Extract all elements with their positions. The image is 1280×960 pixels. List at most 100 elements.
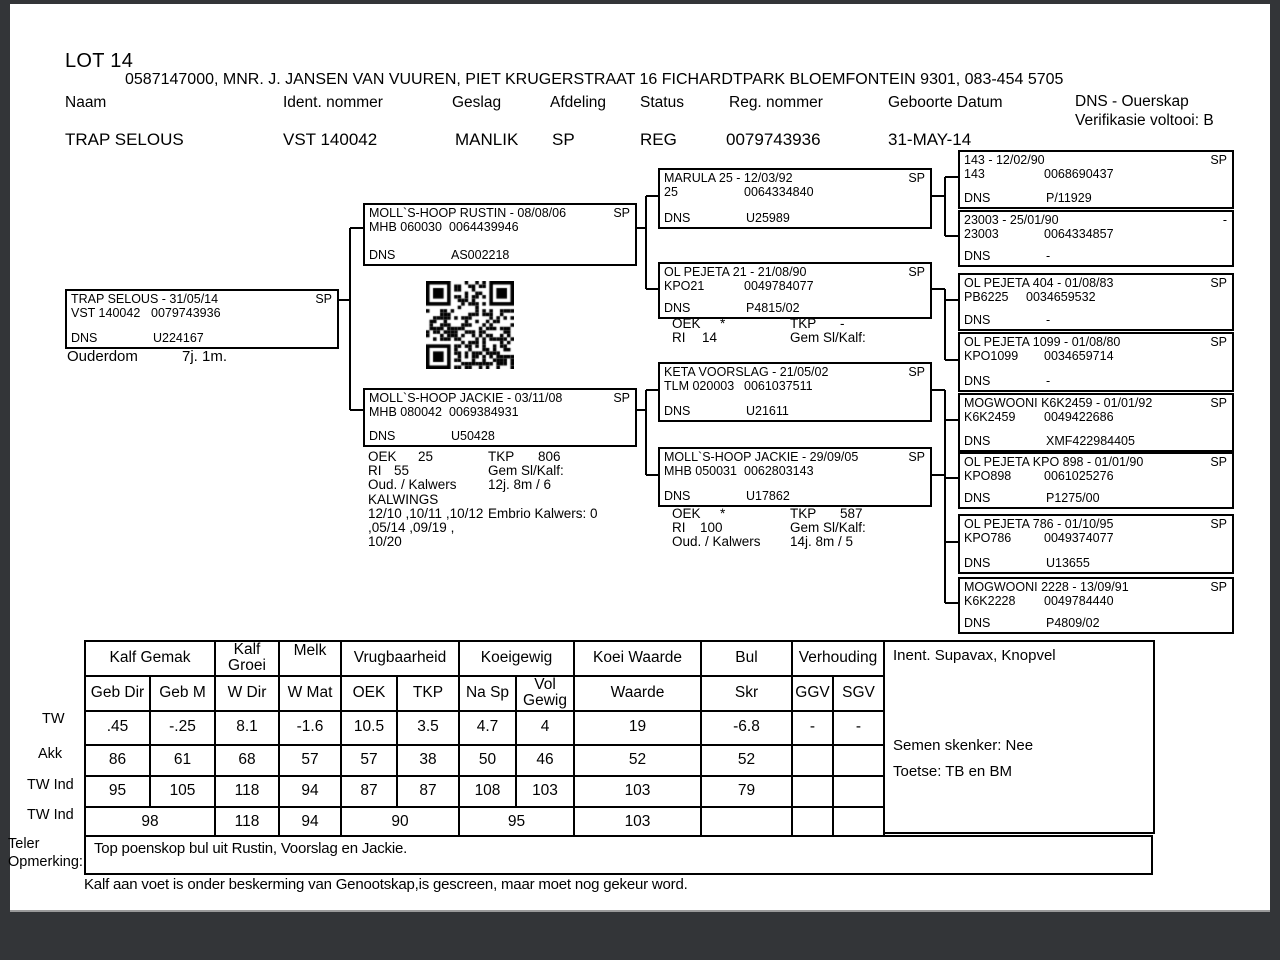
table-cell: 90: [340, 805, 460, 840]
inent-text: Inent. Supavax, Knopvel: [893, 647, 1056, 664]
pedigree-box-gen4-4: OL PEJETA 1099 - 01/08/80 SP KPO1099 003465…: [958, 332, 1234, 392]
geboorte-label: Geboorte Datum: [888, 94, 1003, 111]
table-cell: 105: [149, 774, 216, 808]
animal-reg: 0034659714: [1044, 349, 1114, 363]
embrio-kalwers: Embrio Kalwers: 0: [488, 506, 598, 521]
animal-status: REG: [640, 130, 677, 149]
animal-title: OL PEJETA KPO 898 - 01/01/90: [964, 455, 1144, 469]
column-header: OEK: [340, 674, 398, 712]
ouderdom-value: 7j. 1m.: [182, 348, 228, 365]
dns-label: DNS: [369, 248, 396, 262]
table-cell: 86: [84, 743, 151, 777]
table-cell: 95: [84, 774, 151, 808]
animal-ident: 143: [964, 167, 985, 181]
table-cell: 118: [214, 805, 280, 840]
animal-ident: KPO21: [664, 279, 705, 293]
animal-title: 143 - 12/02/90: [964, 153, 1045, 167]
column-header: SGV: [832, 674, 885, 712]
animal-reg: 0068690437: [1044, 167, 1114, 181]
gen3-dam-ri: RI 100: [672, 520, 723, 535]
animal-reg: 0061037511: [744, 379, 813, 393]
dns-value: U21611: [746, 404, 789, 418]
table-cell: 87: [340, 774, 398, 808]
table-cell: [832, 743, 885, 777]
table-cell: [791, 805, 834, 840]
dns-label: DNS: [664, 489, 691, 503]
pedigree-box-gen3-2: OL PEJETA 21 - 21/08/90 SP KPO21 0049784…: [658, 262, 932, 319]
table-cell: 87: [396, 774, 460, 808]
dns-label: DNS: [664, 404, 691, 418]
flag-badge: -: [1222, 213, 1227, 227]
remark-text: Top poenskop bul uit Rustin, Voorslag en…: [94, 840, 408, 857]
animal-ident: PB6225: [964, 290, 1009, 304]
animal-afdeling: SP: [552, 130, 575, 149]
table-cell: 68: [214, 743, 280, 777]
kalwings-line: 12/10 ,10/11 ,10/12: [368, 506, 484, 521]
table-cell: -: [832, 709, 885, 746]
flag-badge: SP: [613, 391, 630, 405]
column-header: Geb Dir: [84, 674, 151, 712]
pedigree-box-dam: MOLL`S-HOOP JACKIE - 03/11/08 SP MHB 080…: [363, 388, 637, 447]
animal-ident: KPO786: [964, 531, 1012, 545]
dns-value: U13655: [1046, 556, 1090, 570]
flag-badge: SP: [908, 171, 925, 185]
table-cell: 118: [214, 774, 280, 808]
row-label-tw: TW: [42, 711, 65, 727]
table-cell: 57: [278, 743, 342, 777]
table-cell: 94: [278, 805, 342, 840]
animal-ident: KPO1099: [964, 349, 1019, 363]
animal-reg: 0061025276: [1044, 469, 1114, 483]
animal-reg: 0049784077: [744, 279, 814, 293]
table-cell: [700, 805, 793, 840]
table-cell: 3.5: [396, 709, 460, 746]
pedigree-box-gen4-8: MOGWOONI 2228 - 13/09/91 SP K6K2228 0049784…: [958, 577, 1234, 634]
table-cell: 61: [149, 743, 216, 777]
table-group-header-row: Kalf Gemak Kalf Groei Melk Vrugbaarheid …: [84, 640, 885, 677]
table-cell: 10.5: [340, 709, 398, 746]
group-header: Koei Waarde: [573, 640, 702, 677]
group-header: Melk: [278, 640, 342, 677]
reg-label: Reg. nommer: [729, 94, 823, 111]
breeder-line: 0587147000, MNR. J. JANSEN VAN VUUREN, P…: [125, 71, 1064, 88]
column-header: Vol Gewig: [515, 674, 575, 712]
dns-value: XMF422984405: [1046, 434, 1135, 448]
table-cell: .45: [84, 709, 151, 746]
dns-label: DNS: [964, 434, 991, 448]
column-header: Waarde: [573, 674, 702, 712]
animal-ident: 25: [664, 185, 678, 199]
remark-box: Top poenskop bul uit Rustin, Voorslag en…: [84, 835, 1153, 875]
gen3-sire-ri: RI 14: [672, 330, 718, 345]
group-header: Kalf Groei: [214, 640, 280, 677]
table-cell: 94: [278, 774, 342, 808]
gen3-dam-gem-label: Gem Sl/Kalf:: [790, 520, 866, 535]
table-cell: -.25: [149, 709, 216, 746]
table-row-akk: 86 61 68 57 57 38 50 46 52 52: [84, 743, 885, 777]
naam-label: Naam: [65, 94, 107, 111]
flag-badge: SP: [1210, 455, 1227, 469]
column-header: Geb M: [149, 674, 216, 712]
gen3-dam-tkp: TKP 587: [790, 506, 863, 521]
flag-badge: SP: [1210, 335, 1227, 349]
animal-reg: 0034659532: [1026, 290, 1096, 304]
pedigree-box-gen4-3: OL PEJETA 404 - 01/08/83 SP PB6225 00346595…: [958, 273, 1234, 331]
pedigree-box-gen3-3: KETA VOORSLAG - 21/05/02 SP TLM 020003 0…: [658, 362, 932, 422]
table-cell: -: [791, 709, 834, 746]
table-cell: [791, 774, 834, 808]
animal-ident: 23003: [964, 227, 999, 241]
pedigree-box-gen4-7: OL PEJETA 786 - 01/10/95 SP KPO786 00493740…: [958, 514, 1234, 574]
dns-label: DNS: [664, 211, 691, 225]
kalwings-line: ,05/14 ,09/19 ,: [368, 520, 455, 535]
table-cell: 79: [700, 774, 793, 808]
flag-badge: SP: [908, 450, 925, 464]
dns-value: U17862: [746, 489, 790, 503]
table-column-header-row: Geb Dir Geb M W Dir W Mat OEK TKP Na Sp …: [84, 674, 885, 712]
animal-title: TRAP SELOUS - 31/05/14: [71, 292, 219, 306]
pedigree-box-subject: TRAP SELOUS - 31/05/14 SP VST 140042 007…: [65, 289, 339, 349]
dns-value: AS002218: [451, 248, 510, 262]
flag-badge: SP: [1210, 276, 1227, 290]
dam-ri: RI 55: [368, 463, 410, 478]
animal-title: 23003 - 25/01/90: [964, 213, 1059, 227]
animal-geboorte: 31-MAY-14: [888, 130, 972, 149]
animal-ident: TLM 020003: [664, 379, 735, 393]
table-cell: 95: [458, 805, 575, 840]
